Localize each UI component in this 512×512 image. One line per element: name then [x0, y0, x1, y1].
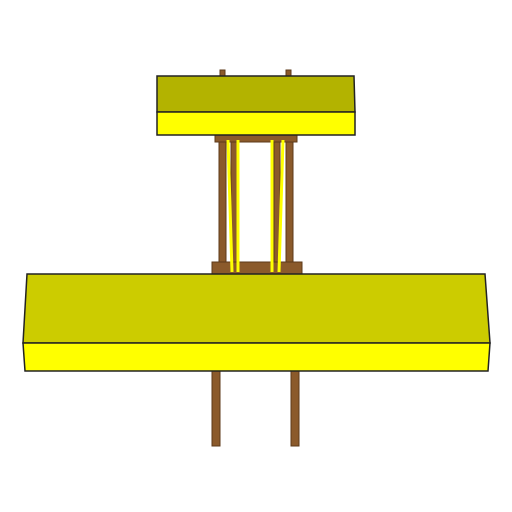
post-right-outer: [285, 139, 294, 276]
post-left-outer: [218, 139, 227, 276]
upper-box-front-face: [156, 111, 356, 136]
lower-box-top-face: [22, 273, 491, 344]
frame-crossbar-bottom: [211, 261, 303, 275]
upper-box-top-face: [156, 75, 356, 113]
lower-box: [22, 273, 491, 372]
rod-left-a: [226, 139, 234, 273]
rod-right-b: [277, 139, 285, 273]
lower-box-front-face: [22, 342, 491, 372]
upper-box: [156, 75, 356, 136]
leg-left: [211, 369, 221, 447]
leg-right: [290, 369, 300, 447]
